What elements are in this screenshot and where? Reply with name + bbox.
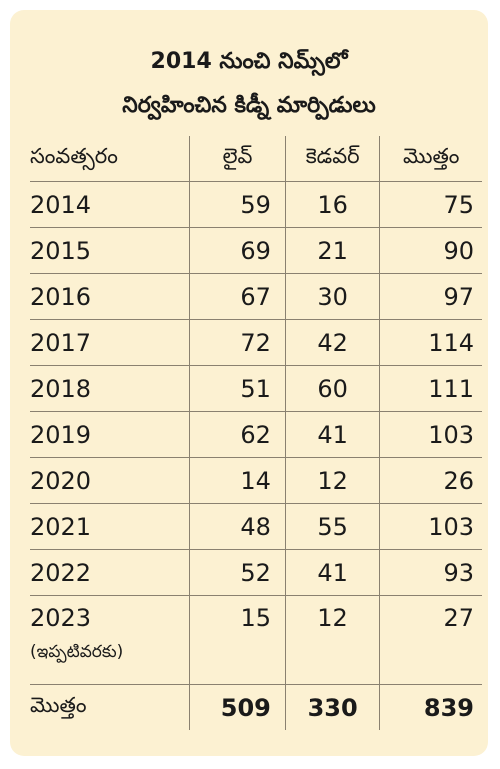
header-cadaver: కెడవర్ (286, 136, 381, 181)
total-cell: 111 (428, 374, 474, 403)
live-cell: 69 (190, 228, 286, 273)
year-cell: 2018 (30, 366, 191, 411)
year-cell: 2016 (30, 274, 191, 319)
table-row: 2021 48 55 103 (30, 504, 482, 550)
live-cell: 51 (190, 366, 286, 411)
cadaver-cell: 60 (286, 366, 381, 411)
transplant-table: సంవత్సరం లైవ్ కెడవర్ మొత్తం 2014 59 16 7… (30, 136, 482, 730)
live-cell: 15 (190, 596, 286, 684)
table-row: 2019 62 41 103 (30, 412, 482, 458)
cadaver-cell: 16 (286, 182, 381, 227)
totals-row: మొత్తం 509 330 839 (30, 685, 482, 730)
header-live: లైవ్ (190, 136, 286, 181)
live-cell: 48 (190, 504, 286, 549)
live-cell: 14 (190, 458, 286, 503)
totals-total: 839 (423, 693, 474, 722)
total-cell: 27 (443, 604, 474, 632)
cadaver-cell: 55 (286, 504, 381, 549)
panel-title: 2014 నుంచి నిమ్స్‌లో నిర్వహించిన కిడ్నీ … (10, 40, 488, 128)
table-row: 2015 69 21 90 (30, 228, 482, 274)
total-cell: 103 (428, 512, 474, 541)
total-cell: 97 (443, 282, 474, 311)
year-cell: 2022 (30, 550, 191, 595)
table-row: 2020 14 12 26 (30, 458, 482, 504)
live-cell: 72 (190, 320, 286, 365)
total-cell: 90 (443, 236, 474, 265)
live-cell: 62 (190, 412, 286, 457)
cadaver-cell: 12 (286, 596, 380, 684)
table-row: 2014 59 16 75 (30, 182, 482, 228)
cadaver-cell: 30 (286, 274, 381, 319)
year-cell: 2017 (30, 320, 191, 365)
total-cell: 93 (443, 558, 474, 587)
header-year: సంవత్సరం (30, 136, 191, 181)
live-cell: 52 (190, 550, 286, 595)
table-row: 2023 (ఇప్పటివరకు) 15 12 27 (30, 596, 482, 685)
cadaver-cell: 21 (286, 228, 381, 273)
table-row: 2022 52 41 93 (30, 550, 482, 596)
live-cell: 67 (190, 274, 286, 319)
year-cell: 2019 (30, 412, 191, 457)
year-note: (ఇప్పటివరకు) (30, 642, 124, 662)
header-total: మొత్తం (402, 143, 460, 168)
year-cell: 2021 (30, 504, 191, 549)
total-cell: 114 (428, 328, 474, 357)
table-header-row: సంవత్సరం లైవ్ కెడవర్ మొత్తం (30, 136, 482, 182)
live-cell: 59 (190, 182, 286, 227)
cadaver-cell: 42 (286, 320, 381, 365)
year-value: 2023 (30, 604, 92, 632)
year-cell: 2023 (ఇప్పటివరకు) (30, 596, 190, 684)
title-line-2: నిర్వహించిన కిడ్నీ మార్పిడులు (122, 93, 376, 118)
table-row: 2016 67 30 97 (30, 274, 482, 320)
table-row: 2017 72 42 114 (30, 320, 482, 366)
total-cell: 75 (443, 190, 474, 219)
year-cell: 2014 (30, 182, 191, 227)
table-row: 2018 51 60 111 (30, 366, 482, 412)
year-cell: 2020 (30, 458, 191, 503)
totals-label: మొత్తం (30, 685, 191, 730)
totals-live: 509 (190, 685, 286, 730)
cadaver-cell: 12 (286, 458, 381, 503)
total-cell: 26 (443, 466, 474, 495)
cadaver-cell: 41 (286, 550, 381, 595)
totals-cadaver: 330 (286, 685, 381, 730)
title-line-1: 2014 నుంచి నిమ్స్‌లో (150, 49, 348, 74)
total-cell: 103 (428, 420, 474, 449)
kidney-transplant-panel: 2014 నుంచి నిమ్స్‌లో నిర్వహించిన కిడ్నీ … (10, 10, 488, 756)
year-cell: 2015 (30, 228, 191, 273)
cadaver-cell: 41 (286, 412, 381, 457)
